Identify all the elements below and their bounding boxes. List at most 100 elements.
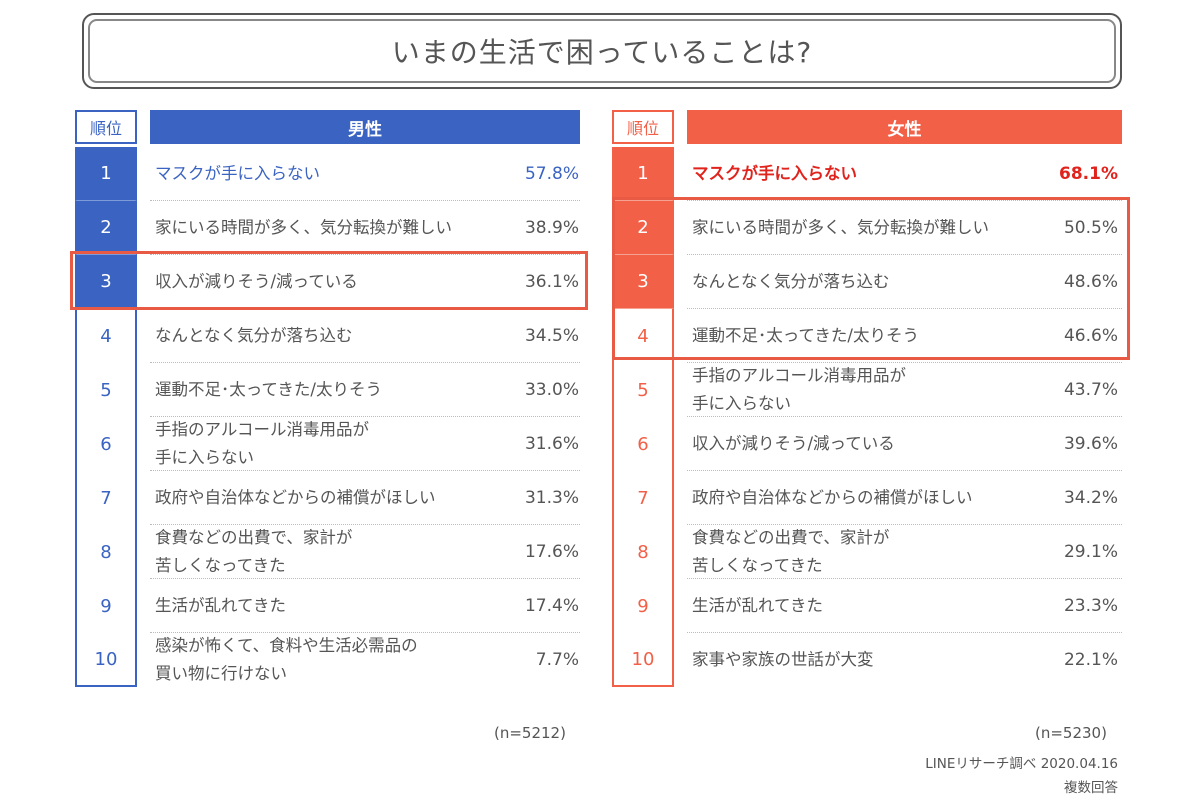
male-item-label: 政府や自治体などからの補償がほしい [155,488,436,507]
female-table-row: 6 収入が減りそう/減っている 39.6% [612,417,1122,471]
male-rank-cell: 5 [75,363,137,417]
male-percentage: 7.7% [535,650,579,670]
male-percentage: 34.5% [524,326,579,346]
female-item-label: 家にいる時間が多く、気分転換が難しい [692,218,989,237]
male-table-row: 2 家にいる時間が多く、気分転換が難しい 38.9% [75,201,585,255]
male-rank-cell: 6 [75,417,137,471]
male-row-divider [150,632,580,633]
male-header: 男性 [150,110,580,144]
male-rank-cell: 7 [75,471,137,525]
female-item-label: 生活が乱れてきた [692,596,824,615]
male-item-label: 収入が減りそう/減っている [155,272,358,291]
female-row-divider [687,362,1122,363]
female-rank-cell: 10 [612,633,674,687]
source-credit: LINEリサーチ調べ 2020.04.16 [925,756,1118,772]
male-table-row: 9 生活が乱れてきた 17.4% [75,579,585,633]
male-percentage: 57.8% [524,164,579,184]
male-item-label: 手指のアルコール消毒用品が 手に入らない [155,420,370,467]
male-rank-header: 順位 [75,110,137,144]
female-percentage: 50.5% [1063,218,1118,238]
male-row-divider [150,200,580,201]
title-box: いまの生活で困っていることは? [82,13,1122,89]
male-item-label: 運動不足･太ってきた/太りそう [155,380,382,399]
female-percentage: 39.6% [1063,434,1118,454]
male-table-row: 1 マスクが手に入らない 57.8% [75,147,585,201]
male-item-label: 食費などの出費で、家計が 苦しくなってきた [155,528,353,575]
male-table-row: 7 政府や自治体などからの補償がほしい 31.3% [75,471,585,525]
female-item-label: 政府や自治体などからの補償がほしい [692,488,973,507]
male-table-row: 3 収入が減りそう/減っている 36.1% [75,255,585,309]
female-percentage: 48.6% [1063,272,1118,292]
female-header: 女性 [687,110,1122,144]
male-table-row: 4 なんとなく気分が落ち込む 34.5% [75,309,585,363]
female-table-row: 7 政府や自治体などからの補償がほしい 34.2% [612,471,1122,525]
male-rank-cell: 10 [75,633,137,687]
male-row-divider [150,362,580,363]
male-table-row: 5 運動不足･太ってきた/太りそう 33.0% [75,363,585,417]
answer-note: 複数回答 [1064,780,1118,796]
female-row-divider [687,524,1122,525]
female-row-divider [687,470,1122,471]
female-percentage: 29.1% [1063,542,1118,562]
female-percentage: 43.7% [1063,380,1118,400]
male-rank-cell: 2 [75,201,137,255]
male-percentage: 17.4% [524,596,579,616]
female-table-row: 8 食費などの出費で、家計が 苦しくなってきた 29.1% [612,525,1122,579]
male-item-label: 生活が乱れてきた [155,596,287,615]
page-title: いまの生活で困っていることは? [391,36,813,69]
male-row-divider [150,578,580,579]
male-percentage: 17.6% [524,542,579,562]
male-item-label: マスクが手に入らない [155,164,320,183]
male-rank-cell: 9 [75,579,137,633]
male-rank-cell: 8 [75,525,137,579]
female-table-row: 5 手指のアルコール消毒用品が 手に入らない 43.7% [612,363,1122,417]
female-rank-cell: 8 [612,525,674,579]
female-item-label: 手指のアルコール消毒用品が 手に入らない [692,366,907,413]
female-percentage: 22.1% [1063,650,1118,670]
female-table-row: 9 生活が乱れてきた 23.3% [612,579,1122,633]
female-table-row: 10 家事や家族の世話が大変 22.1% [612,633,1122,687]
male-row-divider [150,524,580,525]
male-item-label: 家にいる時間が多く、気分転換が難しい [155,218,452,237]
female-highlight-box [612,197,1130,360]
female-row-divider [687,578,1122,579]
male-percentage: 31.6% [524,434,579,454]
female-percentage: 23.3% [1063,596,1118,616]
female-row-divider [687,416,1122,417]
female-row-divider [687,200,1122,201]
male-item-label: 感染が怖くて、食料や生活必需品の 買い物に行けない [155,636,418,683]
male-table-row: 6 手指のアルコール消毒用品が 手に入らない 31.6% [75,417,585,471]
male-table-row: 8 食費などの出費で、家計が 苦しくなってきた 17.6% [75,525,585,579]
female-item-label: 収入が減りそう/減っている [692,434,895,453]
female-item-label: 運動不足･太ってきた/太りそう [692,326,919,345]
female-row-divider [687,632,1122,633]
female-percentage: 46.6% [1063,326,1118,346]
male-percentage: 31.3% [524,488,579,508]
female-rank-cell: 7 [612,471,674,525]
female-table-row: 2 家にいる時間が多く、気分転換が難しい 50.5% [612,201,1122,255]
male-row-divider [150,470,580,471]
female-item-label: 家事や家族の世話が大変 [692,650,874,669]
female-rank-cell: 5 [612,363,674,417]
female-rank-cell: 6 [612,417,674,471]
male-rank-cell: 1 [75,147,137,201]
male-percentage: 38.9% [524,218,579,238]
male-percentage: 36.1% [524,272,579,292]
female-percentage: 34.2% [1063,488,1118,508]
male-highlight-box [70,251,588,310]
female-item-label: 食費などの出費で、家計が 苦しくなってきた [692,528,890,575]
male-table-row: 10 感染が怖くて、食料や生活必需品の 買い物に行けない 7.7% [75,633,585,687]
male-item-label: なんとなく気分が落ち込む [155,326,353,345]
female-rank-cell: 9 [612,579,674,633]
female-item-label: マスクが手に入らない [692,164,857,183]
female-table-row: 3 なんとなく気分が落ち込む 48.6% [612,255,1122,309]
male-row-divider [150,416,580,417]
male-sample-size: (n=5212) [494,724,566,742]
female-rank-header: 順位 [612,110,674,144]
female-rank-cell: 1 [612,147,674,201]
female-row-divider [687,254,1122,255]
male-row-divider [150,254,580,255]
female-item-label: なんとなく気分が落ち込む [692,272,890,291]
male-rank-cell: 4 [75,309,137,363]
female-sample-size: (n=5230) [1035,724,1107,742]
